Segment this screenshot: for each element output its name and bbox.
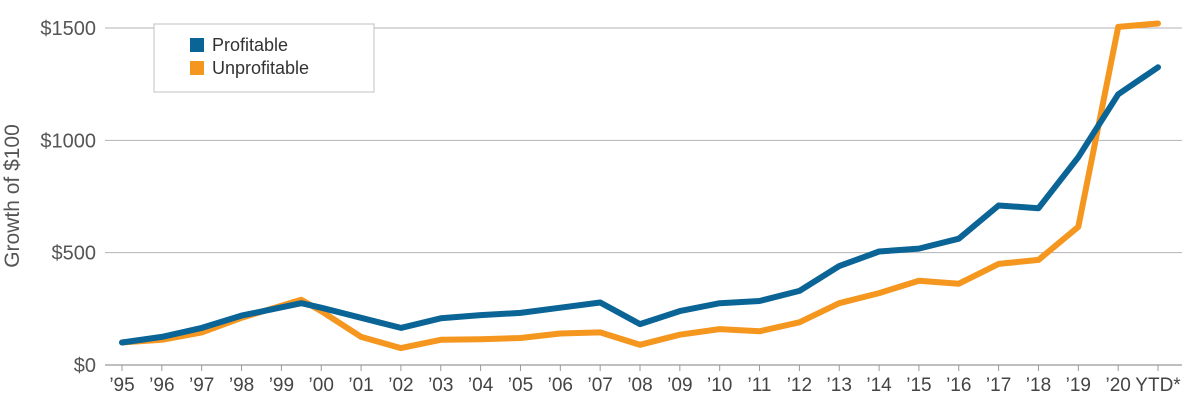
x-tick-label: YTD* (1135, 375, 1181, 396)
x-tick-label: ’99 (269, 375, 294, 396)
legend: Profitable Unprofitable (153, 23, 375, 93)
x-tick-label: ’04 (468, 375, 494, 396)
x-tick-label: ’98 (229, 375, 254, 396)
x-tick-label: ’95 (109, 375, 134, 396)
x-tick-label: ’05 (508, 375, 533, 396)
x-tick-label: ’11 (748, 375, 772, 396)
x-tick-label: ’18 (1026, 375, 1051, 396)
y-axis-label: Growth of $100 (1, 124, 24, 268)
y-tick-label: $500 (52, 243, 97, 265)
x-tick-label: ’08 (627, 375, 652, 396)
x-tick-label: ’03 (428, 375, 453, 396)
x-tick-label: ’06 (548, 375, 573, 396)
x-tick-label: ’13 (827, 375, 852, 396)
y-tick-label: $1000 (40, 130, 96, 152)
x-tick-label: ’07 (587, 375, 612, 396)
legend-label-profitable: Profitable (212, 35, 288, 55)
x-tick-labels: ’95 ’96 ’97 ’98 ’99 ’00 ’01 ’02 ’03 ’04 ’05 ’06 ’07 ’… (109, 375, 1181, 396)
x-tick-label: ’12 (787, 375, 812, 396)
x-tick-label: ’17 (986, 375, 1011, 396)
x-tick-label: ’02 (388, 375, 413, 396)
y-tick-label: $1500 (40, 18, 96, 40)
x-tick-label: ’15 (906, 375, 931, 396)
legend-label-unprofitable: Unprofitable (212, 58, 309, 78)
x-tick-label: ’97 (189, 375, 214, 396)
y-tick-labels: $0 $500 $1000 $1500 (40, 18, 96, 377)
x-tick-label: ’00 (309, 375, 334, 396)
x-tick-label: ’14 (866, 375, 892, 396)
legend-swatch-profitable (190, 38, 204, 52)
x-tick-label: ’20 (1105, 375, 1130, 396)
x-tick-label: ’16 (946, 375, 971, 396)
x-tick-label: ’96 (149, 375, 174, 396)
x-tick-label: ’09 (667, 375, 692, 396)
x-tick-label: ’19 (1066, 375, 1091, 396)
axes (105, 364, 1182, 371)
series-lines (119, 20, 1161, 352)
series-line-profitable (119, 64, 1161, 346)
x-tick-label: ’01 (348, 375, 373, 396)
y-tick-label: $0 (74, 355, 96, 377)
legend-box (153, 23, 375, 93)
x-tick-label: ’10 (707, 375, 732, 396)
legend-swatch-unprofitable (190, 61, 204, 75)
